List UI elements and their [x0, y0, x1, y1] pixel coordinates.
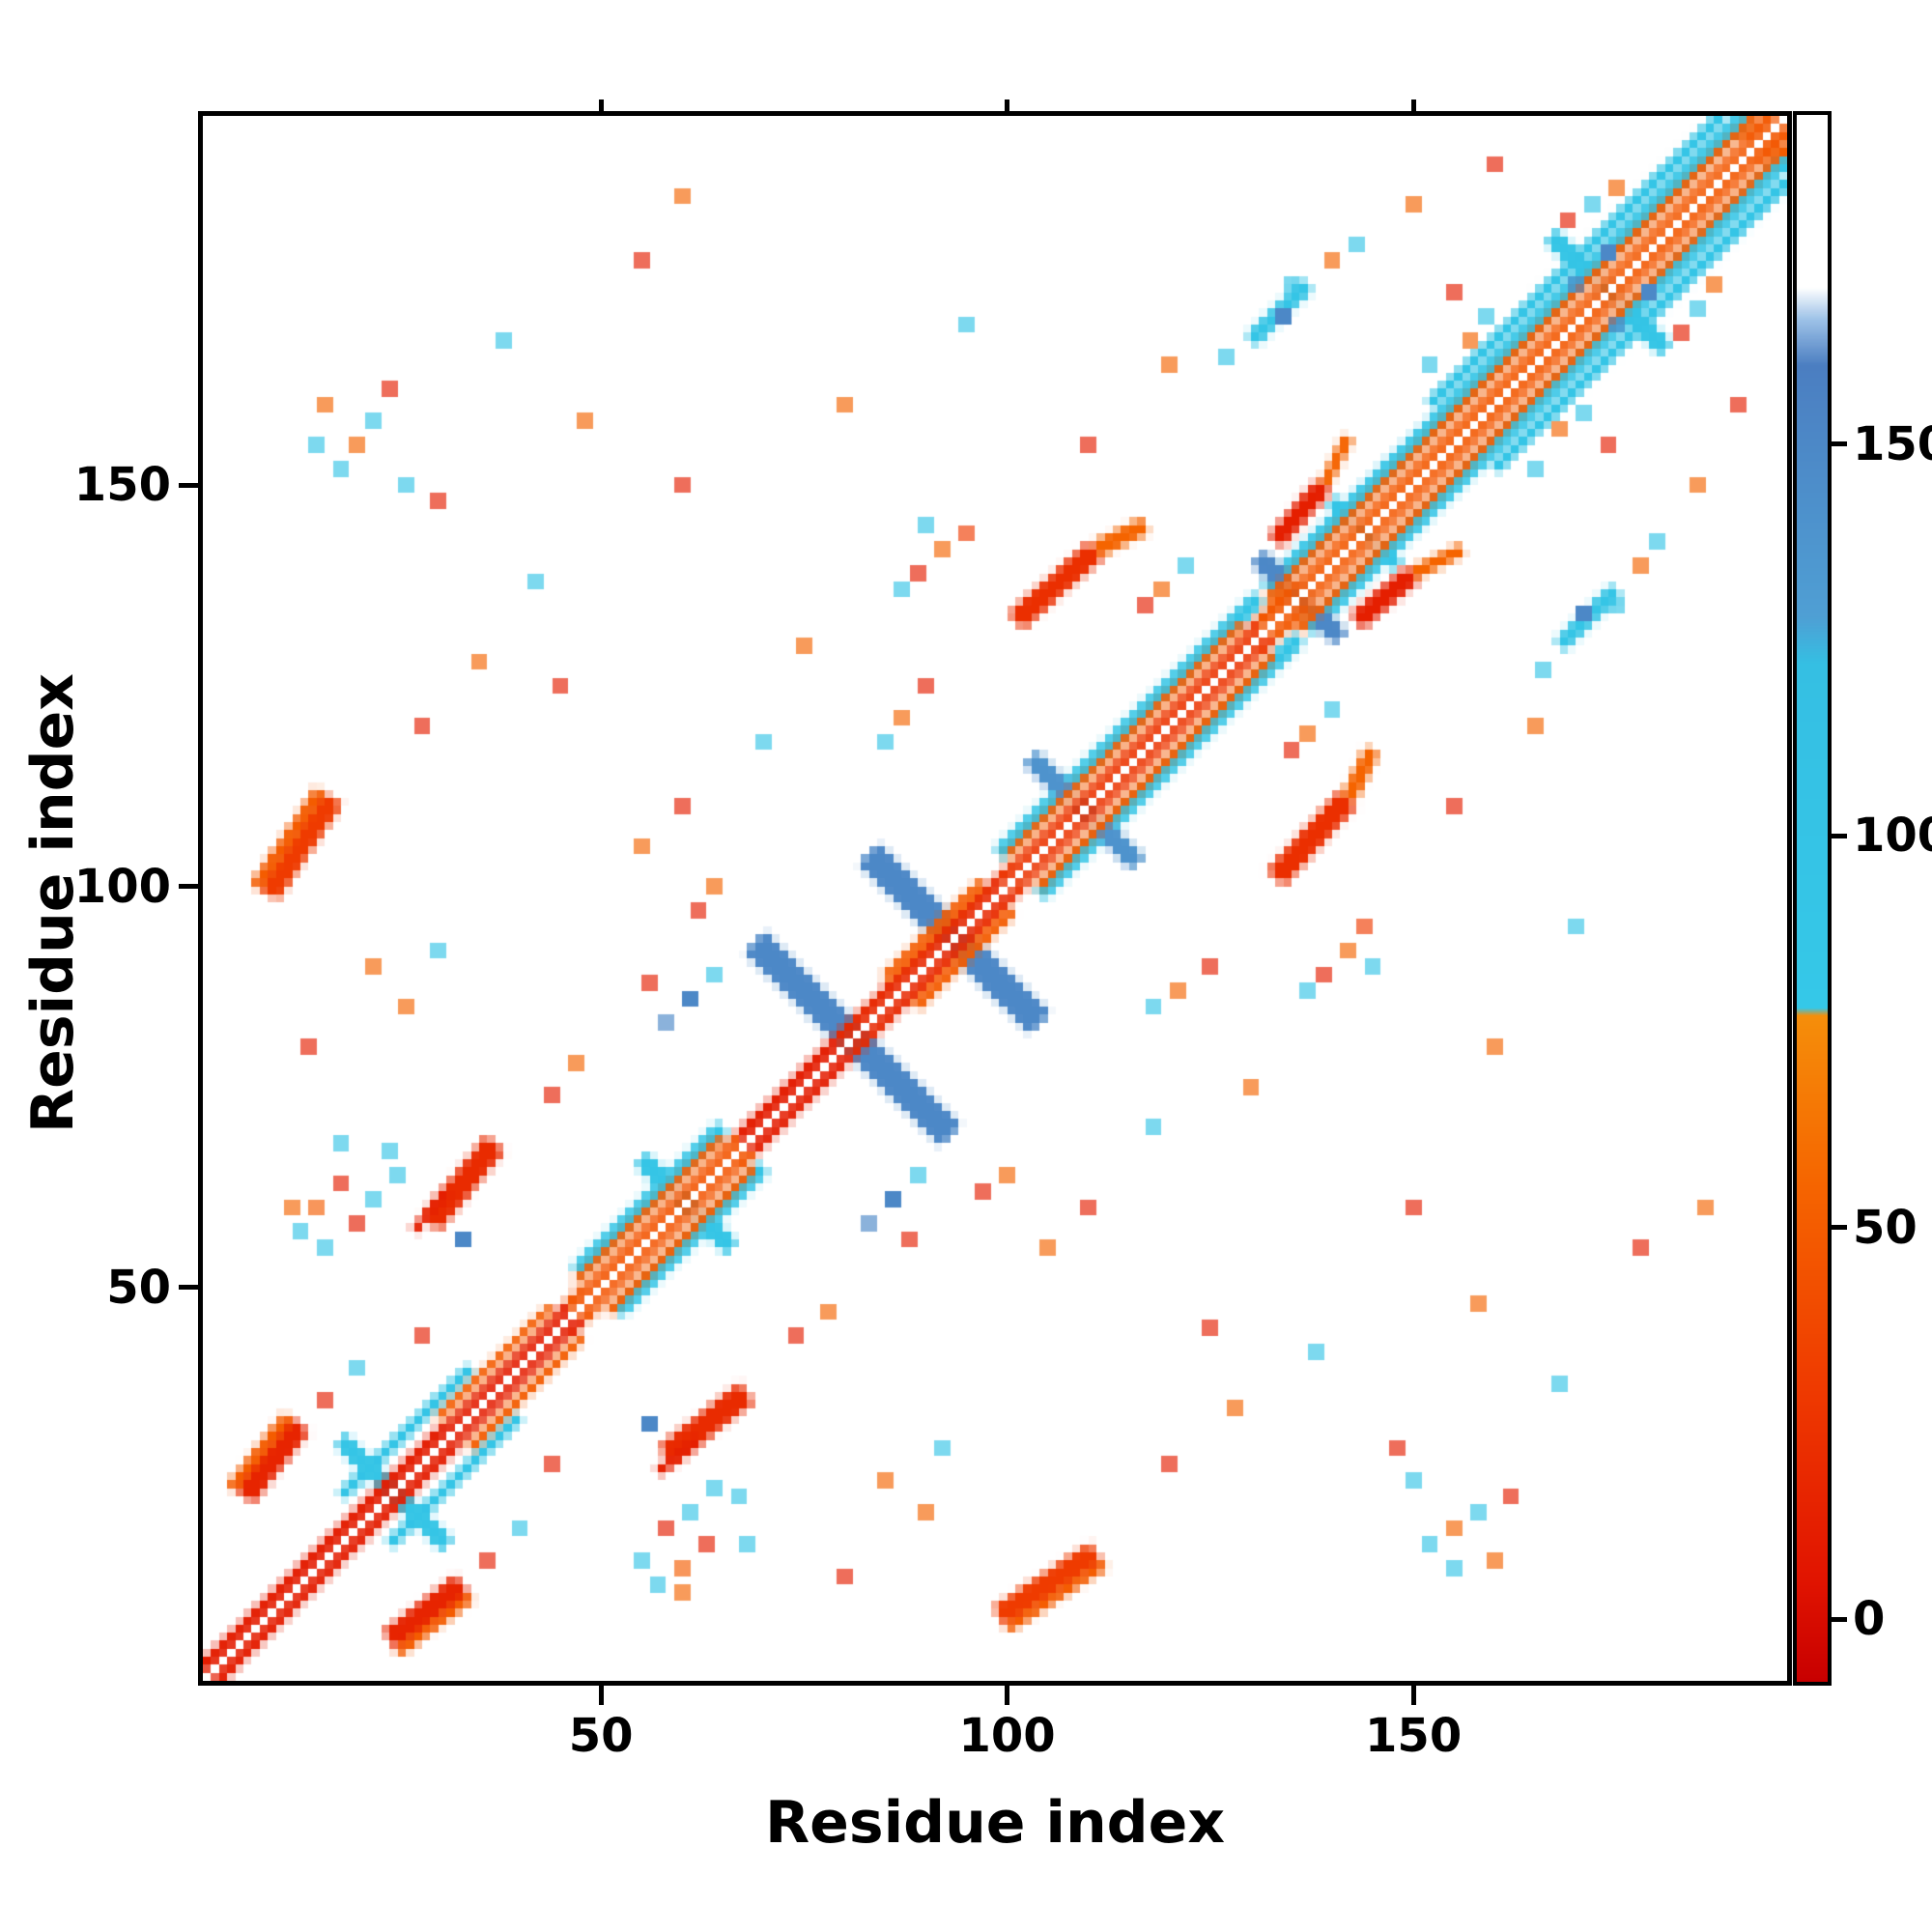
x-tick-label: 150 — [1365, 1709, 1463, 1763]
y-tick — [179, 482, 198, 488]
colorbar — [1793, 111, 1832, 1686]
colorbar-tick-label: 150 — [1853, 416, 1932, 471]
y-axis-title: Residue index — [19, 672, 87, 1134]
x-tick-label: 100 — [958, 1709, 1056, 1763]
y-tick — [179, 1285, 198, 1291]
x-axis-title: Residue index — [764, 1789, 1226, 1857]
y-tick — [179, 884, 198, 890]
x-tick — [598, 1686, 604, 1705]
contact-map-plot — [198, 111, 1792, 1686]
colorbar-tick — [1832, 833, 1847, 838]
x-tick — [1005, 1686, 1010, 1705]
x-tick — [1410, 1686, 1416, 1705]
colorbar-tick-label: 0 — [1853, 1592, 1886, 1647]
x-tick-label: 50 — [568, 1709, 634, 1763]
colorbar-tick-label: 100 — [1853, 809, 1932, 864]
contact-map-canvas — [203, 116, 1787, 1681]
colorbar-gradient — [1797, 115, 1828, 1682]
y-tick-label: 150 — [73, 458, 171, 513]
y-tick-label: 50 — [106, 1260, 171, 1315]
x-tick-top — [598, 99, 604, 111]
x-tick-top — [1005, 99, 1010, 111]
colorbar-tick — [1832, 1225, 1847, 1231]
colorbar-tick — [1832, 1616, 1847, 1622]
colorbar-tick — [1832, 441, 1847, 447]
x-tick-top — [1410, 99, 1416, 111]
colorbar-tick-label: 50 — [1853, 1200, 1918, 1255]
y-tick-label: 100 — [73, 859, 171, 914]
